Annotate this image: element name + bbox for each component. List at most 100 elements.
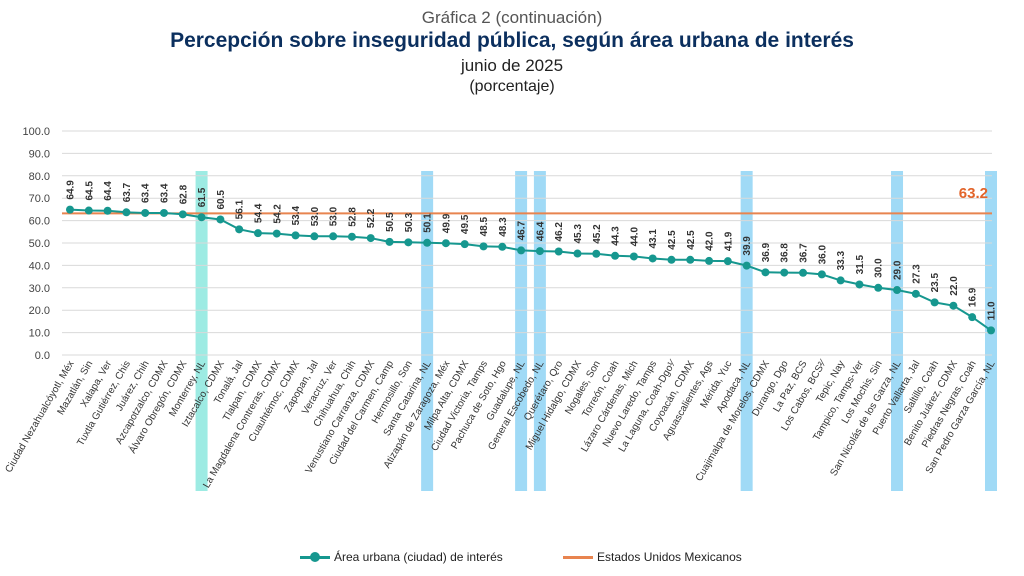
value-label: 41.9	[723, 231, 734, 251]
value-label: 36.7	[798, 243, 809, 263]
value-label: 42.5	[686, 230, 697, 250]
value-label: 62.8	[178, 184, 189, 204]
chart-title: Percepción sobre inseguridad pública, se…	[170, 29, 854, 52]
chart-kicker: Gráfica 2 (continuación)	[421, 8, 603, 27]
data-point	[84, 206, 93, 215]
value-label: 52.8	[347, 207, 358, 227]
legend-series-label: Área urbana (ciudad) de interés	[334, 550, 503, 564]
data-point	[629, 252, 638, 261]
value-label: 11.0	[986, 301, 997, 320]
data-point	[197, 213, 206, 222]
value-label: 53.4	[291, 205, 302, 225]
data-point	[987, 326, 995, 335]
value-label: 16.9	[968, 287, 979, 307]
data-point	[366, 234, 375, 243]
data-point	[141, 208, 150, 217]
value-label: 44.3	[611, 226, 622, 246]
value-label: 48.3	[498, 217, 509, 237]
value-label: 52.2	[366, 208, 377, 228]
value-label: 53.0	[329, 206, 340, 226]
y-tick-label: 60.0	[29, 216, 50, 228]
y-tick-label: 80.0	[29, 171, 50, 183]
value-label: 44.0	[629, 226, 640, 246]
data-point	[780, 268, 789, 277]
value-label: 63.4	[159, 183, 170, 203]
value-label: 56.1	[235, 199, 246, 219]
data-point	[479, 242, 488, 251]
data-point	[761, 268, 770, 277]
value-label: 46.4	[535, 221, 546, 241]
y-tick-label: 70.0	[29, 193, 50, 205]
data-point	[460, 240, 469, 249]
data-point	[592, 249, 601, 258]
chart-subtitle: junio de 2025	[460, 56, 564, 75]
value-label: 36.8	[780, 243, 791, 263]
value-label: 22.0	[949, 276, 960, 296]
value-label: 46.2	[554, 222, 565, 242]
data-point	[122, 208, 131, 217]
data-point	[310, 232, 319, 241]
y-tick-label: 30.0	[29, 283, 50, 295]
value-label: 63.4	[141, 183, 152, 203]
series-line	[69, 208, 992, 332]
data-point	[799, 268, 808, 277]
data-point	[103, 206, 112, 215]
value-label: 36.0	[817, 244, 828, 264]
data-point	[535, 247, 544, 256]
highlight-band	[740, 171, 753, 491]
y-tick-label: 40.0	[29, 260, 50, 272]
value-label: 50.5	[385, 212, 396, 232]
value-label: 61.5	[197, 187, 208, 207]
value-label: 36.9	[761, 242, 772, 262]
data-point	[329, 232, 338, 241]
data-point	[517, 246, 526, 255]
data-point	[498, 242, 507, 251]
data-point	[291, 231, 300, 240]
x-tick-label: Ciudad Nezahualcóyotl, Méx	[3, 359, 76, 475]
y-tick-label: 10.0	[29, 328, 50, 340]
value-label: 45.3	[573, 224, 584, 244]
value-label: 27.3	[911, 264, 922, 284]
data-point	[66, 205, 74, 214]
data-point	[216, 215, 225, 224]
data-point	[235, 225, 244, 234]
value-label: 54.2	[272, 204, 283, 224]
data-point	[968, 313, 977, 322]
value-label: 45.2	[592, 224, 603, 244]
value-label: 43.1	[648, 229, 659, 249]
value-label: 30.0	[874, 258, 885, 278]
data-point	[855, 280, 864, 289]
y-tick-label: 50.0	[29, 238, 50, 250]
data-point	[178, 210, 187, 219]
data-point	[648, 254, 657, 263]
data-point	[836, 276, 845, 285]
y-tick-label: 100.0	[22, 126, 50, 138]
data-point	[893, 286, 902, 295]
reference-label: 63.2	[959, 185, 988, 202]
data-point	[930, 298, 939, 307]
value-label: 64.9	[66, 180, 77, 200]
highlight-band	[891, 171, 904, 491]
value-label: 49.9	[441, 213, 452, 233]
value-label: 64.4	[103, 181, 114, 201]
legend-reference: Estados Unidos Mexicanos	[563, 550, 742, 564]
data-point	[423, 238, 432, 247]
data-point	[441, 239, 450, 248]
data-point	[949, 301, 958, 310]
legend-series: Área urbana (ciudad) de interés	[300, 550, 503, 564]
legend-reference-swatch	[563, 552, 593, 562]
data-point	[874, 283, 883, 292]
data-point	[573, 249, 582, 258]
data-point	[253, 229, 262, 238]
value-label: 31.5	[855, 254, 866, 274]
value-label: 64.5	[84, 181, 95, 201]
data-point	[385, 237, 394, 246]
legend-series-swatch	[300, 552, 330, 562]
data-point	[686, 255, 695, 264]
data-point	[272, 229, 281, 238]
highlight-band	[421, 171, 434, 491]
value-label: 29.0	[893, 260, 904, 280]
legend-reference-label: Estados Unidos Mexicanos	[597, 550, 742, 564]
value-label: 39.9	[742, 236, 753, 256]
data-point	[911, 289, 920, 298]
